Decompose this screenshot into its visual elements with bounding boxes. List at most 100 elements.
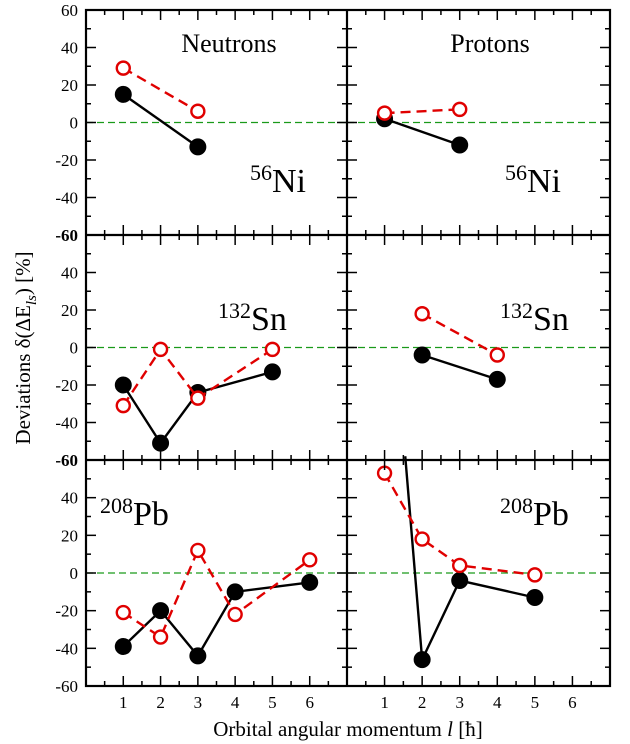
- x-tick-label: 1: [380, 693, 389, 712]
- y-tick-label: 20: [61, 76, 78, 95]
- y-tick-label: -40: [55, 639, 78, 658]
- black-filled-marker: [152, 434, 170, 452]
- red-open-marker: [190, 542, 206, 559]
- black-filled-marker: [189, 138, 207, 156]
- data-layer: [114, 60, 544, 669]
- x-tick-label: 1: [119, 693, 128, 712]
- y-tick-label: -20: [55, 151, 78, 170]
- x-tick-label: 2: [418, 693, 427, 712]
- y-tick-label: -60: [55, 451, 78, 470]
- black-filled-marker: [152, 602, 170, 620]
- nucleus-symbol: Ni: [527, 163, 561, 200]
- black-filled-marker: [189, 647, 207, 665]
- y-tick-label: 0: [70, 339, 79, 358]
- x-tick-label: 6: [305, 693, 314, 712]
- red-open-marker: [115, 60, 131, 76]
- red-open-marker: [452, 557, 468, 574]
- y-tick-label: 0: [70, 564, 79, 583]
- red-open-marker: [190, 103, 206, 119]
- y-tick-label: 40: [61, 264, 78, 283]
- x-axis-title-variable: l: [447, 717, 453, 741]
- nucleus-symbol: Sn: [533, 301, 569, 338]
- red-dashed-series-line: [383, 472, 536, 577]
- red-open-marker: [376, 105, 393, 121]
- y-tick-label: -40: [55, 414, 78, 433]
- red-open-marker: [302, 552, 318, 568]
- y-tick-label: -20: [55, 376, 78, 395]
- y-tick-label: -40: [55, 189, 78, 208]
- panel-title: Neutrons: [181, 29, 276, 58]
- frame-layer: [84, 8, 612, 688]
- x-tick-label: 2: [156, 693, 165, 712]
- red-open-marker: [527, 567, 543, 583]
- nucleus-symbol: Pb: [533, 496, 569, 533]
- y-axis-title: Deviations δ(ΔEls) [%]: [11, 251, 40, 444]
- nucleus-label: 56Ni: [505, 160, 561, 200]
- nucleus-label: 208Pb: [100, 493, 169, 533]
- nucleus-mass-number: 208: [100, 493, 133, 518]
- red-open-marker: [115, 397, 131, 414]
- red-open-marker: [152, 629, 169, 645]
- red-open-marker: [414, 531, 430, 547]
- red-open-marker: [152, 341, 169, 358]
- nucleus-symbol: Ni: [272, 163, 306, 200]
- nucleus-mass-number: 132: [500, 298, 533, 323]
- black-filled-marker: [226, 583, 244, 601]
- panel-title: Protons: [450, 29, 529, 58]
- x-tick-label: 4: [231, 693, 240, 712]
- nucleus-label: 208Pb: [500, 493, 569, 533]
- nucleus-label: 132Sn: [218, 298, 287, 338]
- red-dashed-series-line: [122, 67, 199, 113]
- x-axis-title-text: Orbital angular momentum: [213, 717, 447, 741]
- red-dashed-series-line: [421, 312, 498, 357]
- x-tick-label: 6: [568, 693, 577, 712]
- black-solid-series-line: [122, 581, 310, 658]
- black-filled-marker: [301, 573, 319, 591]
- red-open-marker: [414, 306, 430, 322]
- nucleus-label: 132Sn: [500, 298, 569, 338]
- black-filled-marker: [413, 651, 431, 669]
- y-axis-title-unit: ) [%]: [11, 251, 35, 295]
- y-tick-label: 40: [61, 489, 78, 508]
- y-axis-title-subscript: ls: [24, 295, 40, 305]
- black-solid-series-line: [122, 370, 273, 446]
- nucleus-label: 56Ni: [250, 160, 306, 200]
- black-solid-series-line: [421, 353, 498, 381]
- nucleus-mass-number: 56: [250, 160, 272, 185]
- black-filled-marker: [413, 346, 431, 364]
- y-tick-label: -20: [55, 602, 78, 621]
- x-tick-label: 4: [493, 693, 502, 712]
- red-open-marker: [452, 101, 468, 118]
- y-axis-title-text: Deviations δ(ΔE: [11, 305, 35, 444]
- y-tick-label: 20: [61, 301, 78, 320]
- x-tick-label: 5: [268, 693, 277, 712]
- nucleus-symbol: Sn: [251, 301, 287, 338]
- red-dashed-series-line: [122, 347, 274, 407]
- black-solid-series-line: [404, 456, 536, 665]
- y-tick-label: -60: [55, 226, 78, 245]
- x-tick-label: 5: [531, 693, 540, 712]
- y-tick-label: 20: [61, 526, 78, 545]
- nucleus-mass-number: 56: [505, 160, 527, 185]
- black-filled-marker: [114, 376, 132, 394]
- nucleus-mass-number: 132: [218, 298, 251, 323]
- red-open-marker: [264, 341, 281, 358]
- black-solid-series-line: [122, 93, 199, 148]
- x-axis-title-unit: [ħ]: [453, 717, 483, 741]
- nucleus-mass-number: 208: [500, 493, 533, 518]
- black-solid-series-line: [384, 117, 461, 147]
- red-open-marker: [227, 606, 243, 623]
- black-filled-marker: [114, 85, 132, 103]
- x-tick-label: 3: [455, 693, 464, 712]
- y-tick-label: 40: [61, 39, 78, 58]
- black-filled-marker: [526, 588, 544, 606]
- red-open-marker: [190, 390, 206, 406]
- black-filled-marker: [488, 370, 506, 388]
- red-open-marker: [489, 347, 505, 363]
- nucleus-symbol: Pb: [133, 496, 169, 533]
- black-filled-marker: [263, 363, 281, 381]
- red-dashed-series-line: [122, 547, 311, 639]
- black-filled-marker: [451, 572, 469, 590]
